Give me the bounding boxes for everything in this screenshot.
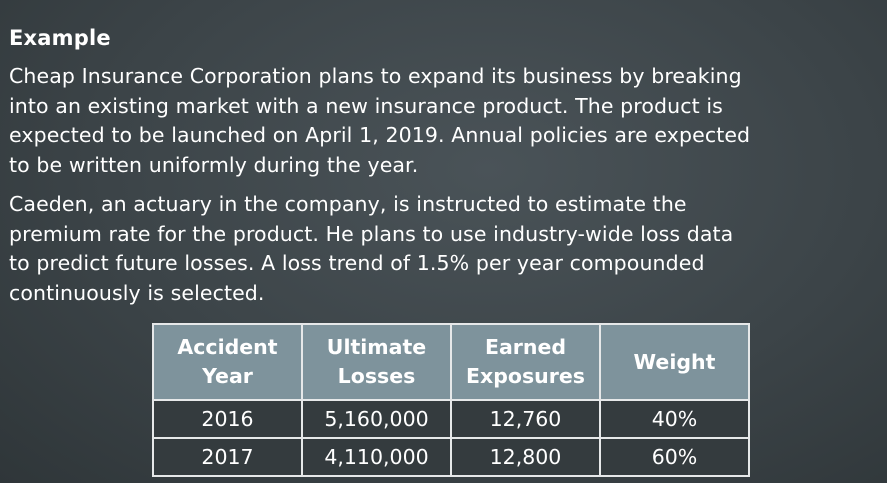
loss-data-table-container: Accident Year Ultimate Losses Earned Exp… [152,323,750,477]
header-line: Weight [633,349,716,374]
header-line: Losses [337,364,416,388]
paragraph-line: Cheap Insurance Corporation plans to exp… [9,64,742,88]
header-ultimate-losses: Ultimate Losses [301,323,452,401]
paragraph-line: premium rate for the product. He plans t… [9,221,734,246]
header-weight: Weight [599,323,750,401]
cell-weight: 60% [599,437,750,477]
header-line: Accident [177,335,278,359]
cell-earned-exposures: 12,800 [450,437,601,477]
paragraph-line: to predict future losses. A loss trend o… [9,251,705,275]
table-row: 2016 5,160,000 12,760 40% [152,399,750,439]
loss-data-table: Accident Year Ultimate Losses Earned Exp… [152,323,750,477]
cell-weight: 40% [599,399,750,439]
cell-accident-year: 2017 [152,437,303,477]
paragraph-line: continuously is selected. [9,280,265,305]
cell-earned-exposures: 12,760 [450,399,601,439]
cell-ultimate-losses: 5,160,000 [301,399,452,439]
paragraph-line: into an existing market with a new insur… [9,93,723,118]
header-line: Exposures [466,364,585,388]
table-header-row: Accident Year Ultimate Losses Earned Exp… [152,323,750,401]
header-line: Year [202,364,253,388]
cell-ultimate-losses: 4,110,000 [301,437,452,477]
paragraph-line: to be written uniformly during the year. [9,152,419,177]
example-heading: Example [9,26,111,50]
actuary-paragraph: Caeden, an actuary in the company, is in… [9,190,733,308]
table-row: 2017 4,110,000 12,800 60% [152,437,750,477]
paragraph-line: Caeden, an actuary in the company, is in… [9,192,687,216]
header-line: Ultimate [326,335,427,359]
header-accident-year: Accident Year [152,323,303,401]
header-earned-exposures: Earned Exposures [450,323,601,401]
header-line: Earned [484,335,567,359]
intro-paragraph: Cheap Insurance Corporation plans to exp… [9,62,750,180]
cell-accident-year: 2016 [152,399,303,439]
paragraph-line: expected to be launched on April 1, 2019… [9,123,751,147]
